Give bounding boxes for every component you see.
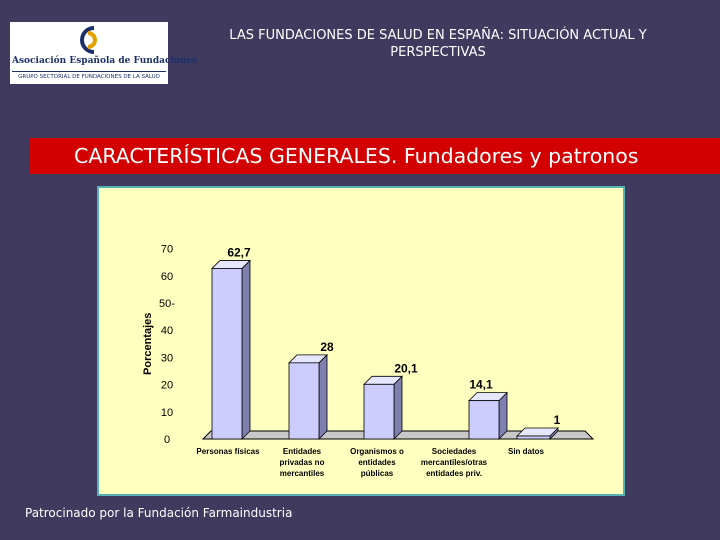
bar [468,400,500,440]
data-label: 14,1 [469,378,493,392]
x-category-label: Organismos o entidades públicas [350,447,404,478]
y-tick-label: 10 [161,407,173,419]
logo-mark-icon [80,26,97,54]
page-title: LAS FUNDACIONES DE SALUD EN ESPAÑA: SITU… [229,28,647,60]
y-axis-title: Porcentajes [142,313,154,375]
bar-side [241,259,251,440]
y-tick-label: 60 [161,271,173,283]
bar-chart: 0 10 20 30 40 50- 60 70 Porcentajes 62,7 28 20,1 14,… [142,244,595,478]
footer-sponsor: Patrocinado por la Fundación Farmaindust… [25,506,293,520]
data-label: 28 [320,340,334,354]
bar-side [318,353,328,440]
y-tick-label: 50- [159,298,175,310]
chart-frame: 0 10 20 30 40 50- 60 70 Porcentajes 62,7 28 20,1 14,… [97,186,625,496]
section-title: CARACTERÍSTICAS GENERALES. Fundadores y … [74,144,639,168]
logo: Asociación Española de Fundaciones GRUPO… [10,22,198,84]
bar [288,362,320,440]
x-category-label: Sin datos [508,447,545,456]
bar [211,268,243,440]
y-tick-label: 70 [161,244,173,256]
bar-side [393,375,403,440]
logo-name: Asociación Española de Fundaciones [12,56,198,66]
y-tick-label: 20 [161,380,173,392]
x-category-label: Entidades privadas no mercantiles [280,447,325,478]
section-banner [30,138,720,174]
data-label: 20,1 [394,361,418,375]
bar [516,435,551,440]
y-tick-label: 0 [164,434,170,446]
x-category-label: Sociedades mercantiles/otras entidades pri… [421,447,488,478]
bar [363,383,395,440]
logo-subtitle: GRUPO SECTORIAL DE FUNDACIONES DE LA SAL… [12,71,166,80]
y-tick-label: 30 [161,352,173,364]
data-label: 62,7 [227,245,251,259]
data-label: 1 [554,413,561,427]
y-tick-label: 40 [161,325,173,337]
x-category-label: Personas físicas [196,447,260,456]
